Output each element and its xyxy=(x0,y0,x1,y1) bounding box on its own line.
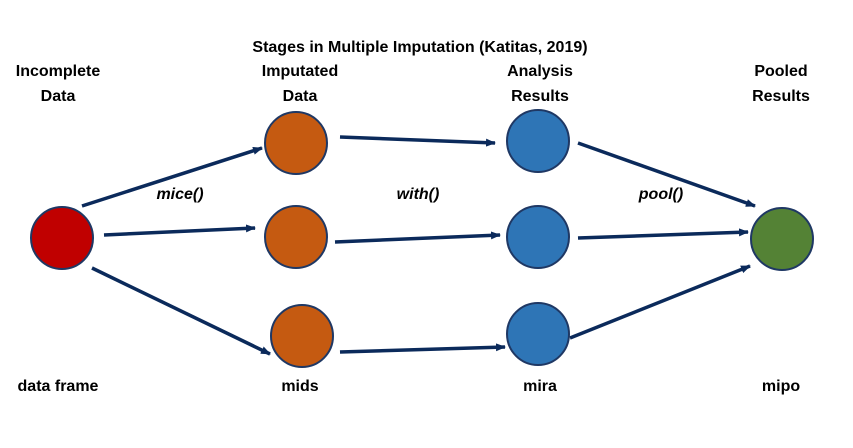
header-imputed-line2: Data xyxy=(283,88,318,105)
header-imputed-line1: Imputated xyxy=(262,63,338,80)
node-imputed-3 xyxy=(270,304,334,368)
node-analysis-1 xyxy=(506,109,570,173)
edge-imp1-an1 xyxy=(339,135,496,147)
edge-an2-pool xyxy=(577,228,749,240)
edge-df-imp1 xyxy=(81,146,263,208)
footer-mira: mira xyxy=(523,378,557,395)
function-label-pool: pool() xyxy=(638,186,683,203)
diagram-title: Stages in Multiple Imputation (Katitas, … xyxy=(252,39,587,56)
footer-data-frame: data frame xyxy=(18,378,99,395)
node-data-frame xyxy=(30,206,94,270)
header-incomplete-line2: Data xyxy=(41,88,76,105)
header-analysis-line1: Analysis xyxy=(507,63,573,80)
node-analysis-2 xyxy=(506,205,570,269)
edge-df-imp3 xyxy=(91,266,271,356)
header-incomplete-line1: Incomplete xyxy=(16,63,101,80)
header-pooled-line2: Results xyxy=(752,88,810,105)
header-analysis-line2: Results xyxy=(511,88,569,105)
header-pooled-line1: Pooled xyxy=(754,63,807,80)
footer-mipo: mipo xyxy=(762,378,800,395)
edge-imp2-an2 xyxy=(334,231,501,244)
edge-df-imp2 xyxy=(103,224,256,237)
edge-an3-pool xyxy=(569,264,751,340)
edges xyxy=(81,135,756,356)
edge-an1-pool xyxy=(577,141,756,208)
node-analysis-3 xyxy=(506,302,570,366)
node-imputed-1 xyxy=(264,111,328,175)
function-label-with: with() xyxy=(397,186,440,203)
node-imputed-2 xyxy=(264,205,328,269)
footer-mids: mids xyxy=(281,378,318,395)
edge-imp3-an3 xyxy=(339,343,506,354)
node-pooled xyxy=(750,207,814,271)
function-label-mice: mice() xyxy=(156,186,203,203)
